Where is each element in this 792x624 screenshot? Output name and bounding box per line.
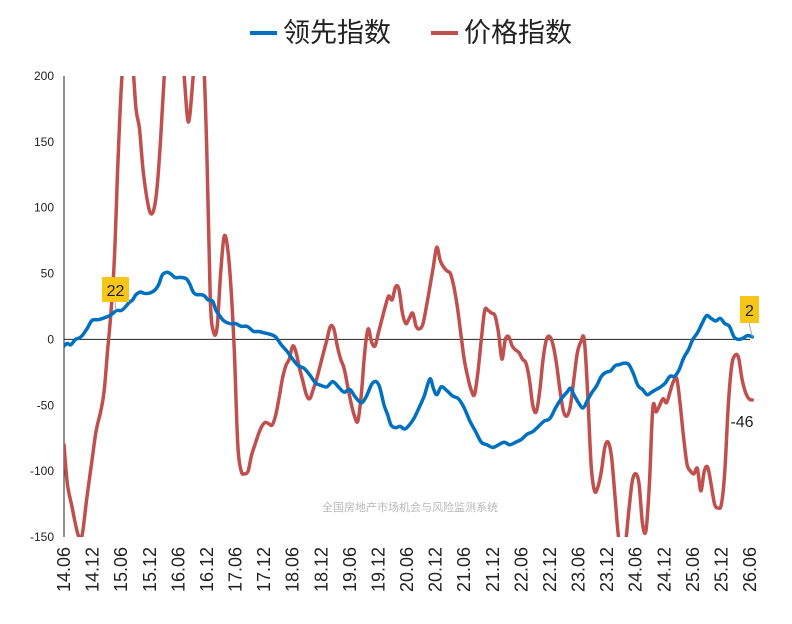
y-tick-label: -50 bbox=[37, 398, 55, 412]
callout-box-2 bbox=[740, 296, 759, 323]
y-tick-label: -150 bbox=[30, 530, 54, 544]
x-tick-label: 16.12 bbox=[197, 547, 217, 592]
x-tick-label: 19.06 bbox=[340, 547, 360, 592]
x-tick-label: 17.12 bbox=[254, 547, 274, 592]
legend-label-price: 价格指数 bbox=[464, 18, 572, 49]
callouts: 222-46 bbox=[102, 277, 759, 431]
y-tick-label: 50 bbox=[41, 267, 55, 281]
y-tick-label: -100 bbox=[30, 464, 54, 478]
callout-leader-22 bbox=[114, 301, 117, 311]
callout-box-22 bbox=[102, 277, 129, 302]
x-tick-label: 15.12 bbox=[140, 547, 160, 592]
x-tick-label: 18.12 bbox=[311, 547, 331, 592]
x-tick-label: 24.12 bbox=[654, 547, 674, 592]
x-tick-label: 18.06 bbox=[283, 547, 303, 592]
x-tick-label: 23.06 bbox=[569, 547, 589, 592]
y-tick-label: 150 bbox=[34, 135, 54, 149]
x-tick-labels: 14.06 14.12 15.06 15.12 16.06 16.12 17.06 17.12… bbox=[54, 547, 760, 592]
axes bbox=[63, 76, 750, 537]
x-tick-label: 20.12 bbox=[426, 547, 446, 592]
x-tick-label: 24.06 bbox=[626, 547, 646, 592]
end-label-price: -46 bbox=[730, 414, 753, 431]
watermark: 全国房地产市场机会与风险监测系统 bbox=[322, 500, 498, 514]
callout-label-22: 22 bbox=[107, 283, 125, 300]
y-tick-label: 200 bbox=[34, 69, 54, 83]
x-tick-label: 25.06 bbox=[683, 547, 703, 592]
series-line-price-index bbox=[64, 76, 754, 537]
y-tick-labels: -150 -100 -50 0 50 100 150 200 bbox=[30, 69, 54, 544]
x-tick-label: 26.06 bbox=[740, 547, 760, 592]
series-line-lead-index bbox=[64, 270, 754, 450]
x-tick-label: 22.06 bbox=[511, 547, 531, 592]
x-tick-label: 16.06 bbox=[168, 547, 188, 592]
y-tick-label: 0 bbox=[47, 332, 54, 346]
x-tick-label: 14.06 bbox=[54, 547, 74, 592]
x-tick-label: 22.12 bbox=[540, 547, 560, 592]
series-lines bbox=[64, 76, 754, 537]
legend-label-lead: 领先指数 bbox=[283, 18, 391, 49]
x-tick-label: 15.06 bbox=[111, 547, 131, 592]
x-tick-label: 21.06 bbox=[454, 547, 474, 592]
x-tick-label: 20.06 bbox=[397, 547, 417, 592]
x-tick-label: 25.12 bbox=[711, 547, 731, 592]
x-tick-label: 23.12 bbox=[597, 547, 617, 592]
legend: 领先指数 价格指数 bbox=[250, 18, 572, 49]
x-tick-label: 17.06 bbox=[226, 547, 246, 592]
x-tick-label: 21.12 bbox=[483, 547, 503, 592]
callout-leader-2 bbox=[748, 322, 753, 337]
x-tick-label: 19.12 bbox=[368, 547, 388, 592]
x-tick-label: 14.12 bbox=[83, 547, 103, 592]
callout-label-2: 2 bbox=[745, 303, 754, 320]
y-tick-label: 100 bbox=[34, 201, 54, 215]
